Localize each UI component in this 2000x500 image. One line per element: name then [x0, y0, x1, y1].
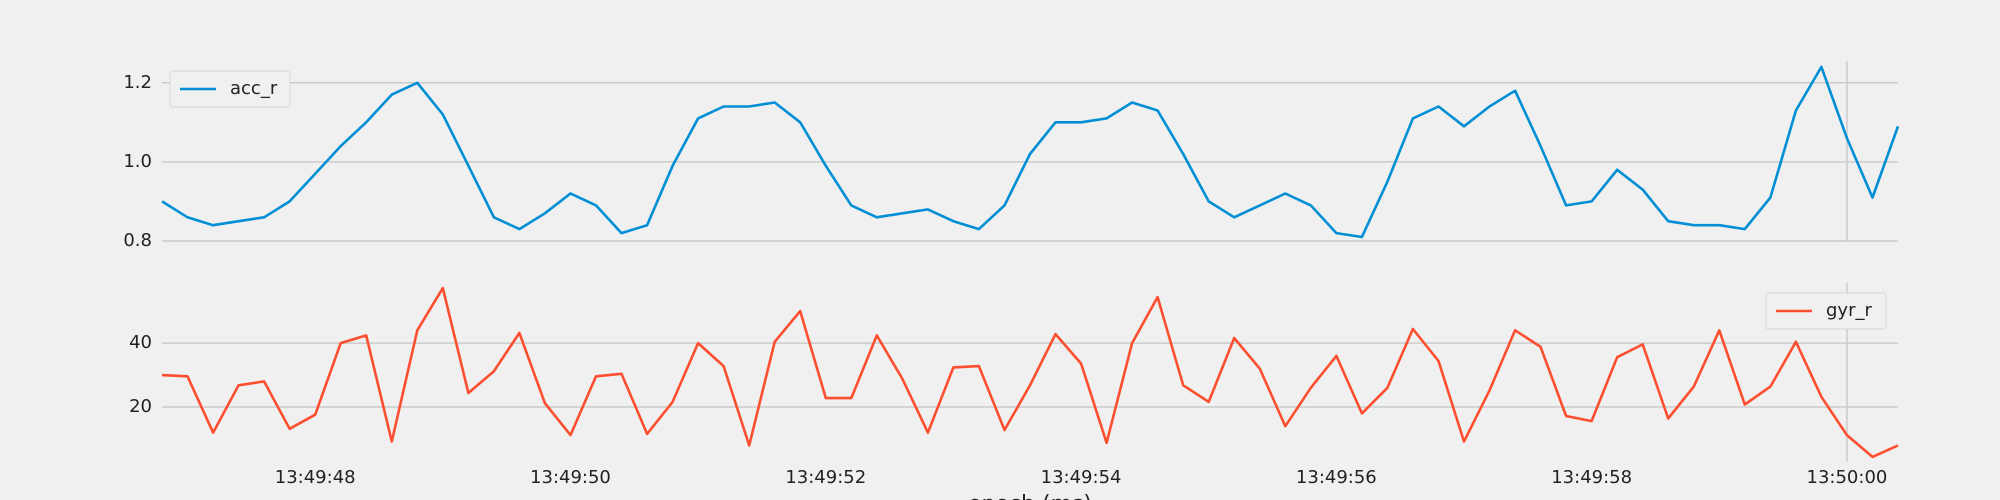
legend-label: gyr_r	[1826, 300, 1872, 321]
y-tick-label: 1.0	[123, 151, 152, 172]
x-tick-label: 13:50:00	[1807, 467, 1888, 488]
x-tick-label: 13:49:48	[275, 467, 356, 488]
legend-label: acc_r	[230, 78, 278, 99]
x-tick-label: 13:49:54	[1041, 467, 1122, 488]
x-tick-label: 13:49:58	[1551, 467, 1632, 488]
x-tick-label: 13:49:56	[1296, 467, 1377, 488]
y-tick-label: 1.2	[123, 72, 152, 93]
x-tick-label: 13:49:50	[530, 467, 611, 488]
data-line	[161, 286, 1899, 459]
y-tick-label: 40	[129, 332, 152, 353]
legend-box	[1765, 292, 1887, 330]
x-tick-label: 13:49:52	[785, 467, 866, 488]
legend-box	[169, 70, 291, 108]
y-tick-label: 20	[129, 396, 152, 417]
y-tick-label: 0.8	[123, 230, 152, 251]
x-axis-label: epoch (ms)	[968, 492, 1092, 500]
data-line	[161, 65, 1900, 239]
